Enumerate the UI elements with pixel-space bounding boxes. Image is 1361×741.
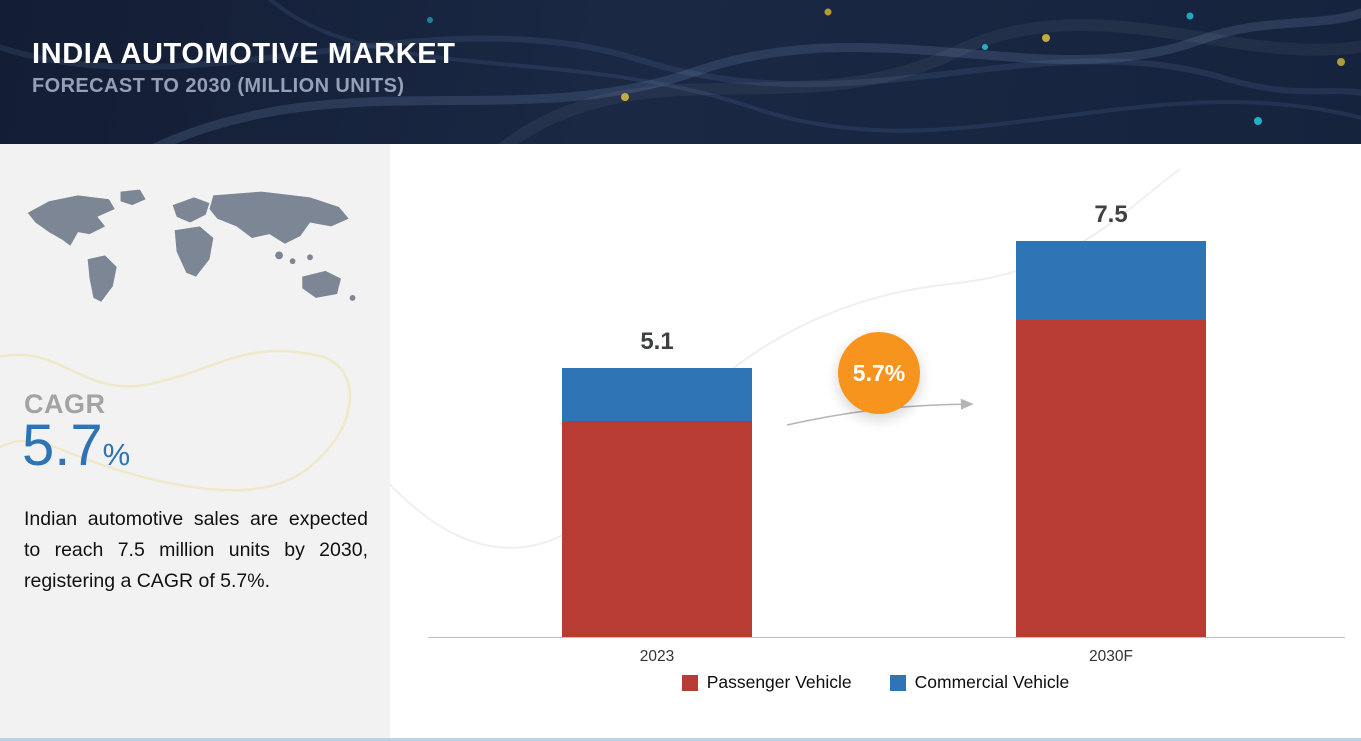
world-map bbox=[20, 182, 368, 350]
cagr-label: CAGR bbox=[24, 389, 106, 419]
growth-badge: 5.7% bbox=[838, 332, 920, 414]
plot-area: 5.1 2023 7.5 2030F bbox=[428, 144, 1345, 665]
x-axis-line bbox=[428, 637, 1345, 638]
bar-segment-commercial-2023 bbox=[562, 367, 752, 421]
legend-item-passenger: Passenger Vehicle bbox=[681, 672, 852, 693]
header-network-decoration bbox=[0, 0, 1361, 144]
bar-chart: 5.1 2023 7.5 2030F 5.7% bbox=[390, 144, 1361, 741]
bar-segment-passenger-2023 bbox=[562, 420, 752, 637]
bar-segment-passenger-2030f bbox=[1016, 320, 1206, 637]
bar-2030f: 7.5 2030F bbox=[1016, 201, 1206, 665]
legend-label-commercial: Commercial Vehicle bbox=[914, 672, 1070, 692]
legend-label-passenger: Passenger Vehicle bbox=[706, 672, 852, 692]
category-label-2030f: 2030F bbox=[1089, 648, 1133, 665]
bar-2023: 5.1 2023 bbox=[562, 327, 752, 665]
legend: Passenger Vehicle Commercial Vehicle bbox=[390, 672, 1361, 693]
page-title: INDIA AUTOMOTIVE MARKET bbox=[32, 38, 456, 70]
world-map-svg bbox=[27, 189, 356, 302]
legend-item-commercial: Commercial Vehicle bbox=[889, 672, 1070, 693]
legend-swatch-passenger bbox=[681, 674, 698, 691]
growth-badge-label: 5.7% bbox=[852, 359, 906, 386]
sidebar: CAGR 5.7% Indian automotive sales are ex… bbox=[0, 144, 390, 741]
cagr-value-number: 5.7 bbox=[22, 413, 103, 478]
bar-total-label-2030f: 7.5 bbox=[1094, 201, 1128, 229]
description-text: Indian automotive sales are expected to … bbox=[24, 508, 368, 593]
header-banner: INDIA AUTOMOTIVE MARKET FORECAST TO 2030… bbox=[0, 0, 1361, 144]
header-text-block: INDIA AUTOMOTIVE MARKET FORECAST TO 2030… bbox=[32, 38, 456, 98]
category-label-2023: 2023 bbox=[639, 648, 675, 665]
page-subtitle: FORECAST TO 2030 (MILLION UNITS) bbox=[32, 75, 405, 97]
legend-swatch-commercial bbox=[889, 674, 906, 691]
cagr-value-unit: % bbox=[102, 437, 131, 472]
cagr-value: 5.7% bbox=[22, 414, 130, 478]
bar-total-label-2023: 5.1 bbox=[640, 327, 674, 355]
bar-segment-commercial-2030f bbox=[1016, 241, 1206, 321]
